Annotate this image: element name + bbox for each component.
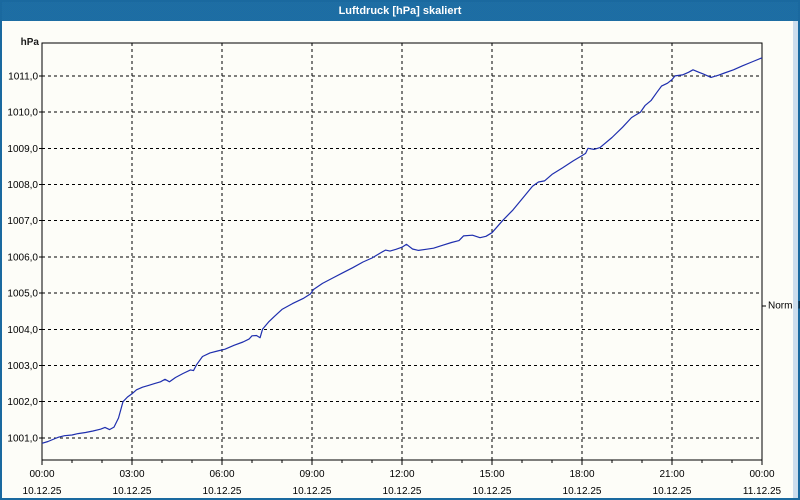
- x-axis-time-label: 00:00: [749, 469, 774, 480]
- x-axis-date-label: 11.12.25: [743, 486, 782, 497]
- y-axis-label: 1008,0: [7, 180, 38, 191]
- y-axis-label: 1011,0: [8, 71, 38, 82]
- chart-canvas: 1011,0 1010,0 1009,0 1008,0 1007,0 1006,0 1005…: [7, 42, 782, 497]
- y-axis-label: 1003,0: [7, 361, 38, 372]
- x-axis-time-label: 03:00: [119, 469, 144, 480]
- x-axis-date-label: 10.12.25: [563, 486, 602, 497]
- window-title: Luftdruck [hPa] skaliert: [338, 5, 462, 17]
- window-inner-edge: [793, 21, 798, 498]
- x-axis-date-label: 10.12.25: [113, 486, 152, 497]
- y-axis-label: 1009,0: [7, 144, 38, 155]
- x-axis-time-label: 18:00: [569, 469, 594, 480]
- y-axis-label: 1010,0: [7, 108, 38, 119]
- window-title-bar[interactable]: Luftdruck [hPa] skaliert: [2, 2, 798, 21]
- x-axis-date-label: 10.12.25: [653, 486, 692, 497]
- x-axis-time-label: 15:00: [479, 469, 504, 480]
- pressure-chart: 1011,0 1010,0 1009,0 1008,0 1007,0 1006,0 1005…: [2, 21, 800, 498]
- x-axis-time-label: 00:00: [29, 469, 54, 480]
- x-axis-date-label: 10.12.25: [473, 486, 512, 497]
- normal-marker-label: Normal: [768, 300, 800, 312]
- plot-border: [41, 42, 763, 461]
- x-axis-time-label: 21:00: [659, 469, 684, 480]
- y-axis-label: 1005,0: [7, 289, 38, 300]
- pressure-line: [41, 57, 763, 444]
- y-axis-label: 1007,0: [7, 216, 38, 227]
- x-axis-date-label: 10.12.25: [293, 486, 332, 497]
- y-axis-label: 1002,0: [7, 397, 38, 408]
- x-axis-date-label: 10.12.25: [203, 486, 242, 497]
- x-axis-time-label: 12:00: [389, 469, 414, 480]
- y-axis-title: hPa: [20, 37, 39, 48]
- x-axis-time-label: 06:00: [209, 469, 234, 480]
- x-axis-time-label: 09:00: [299, 469, 324, 480]
- y-axis-label: 1006,0: [7, 252, 38, 263]
- x-axis-date-label: 10.12.25: [23, 486, 62, 497]
- x-axis-date-label: 10.12.25: [383, 486, 422, 497]
- y-axis-label: 1001,0: [7, 433, 38, 444]
- y-axis-label: 1004,0: [7, 325, 38, 336]
